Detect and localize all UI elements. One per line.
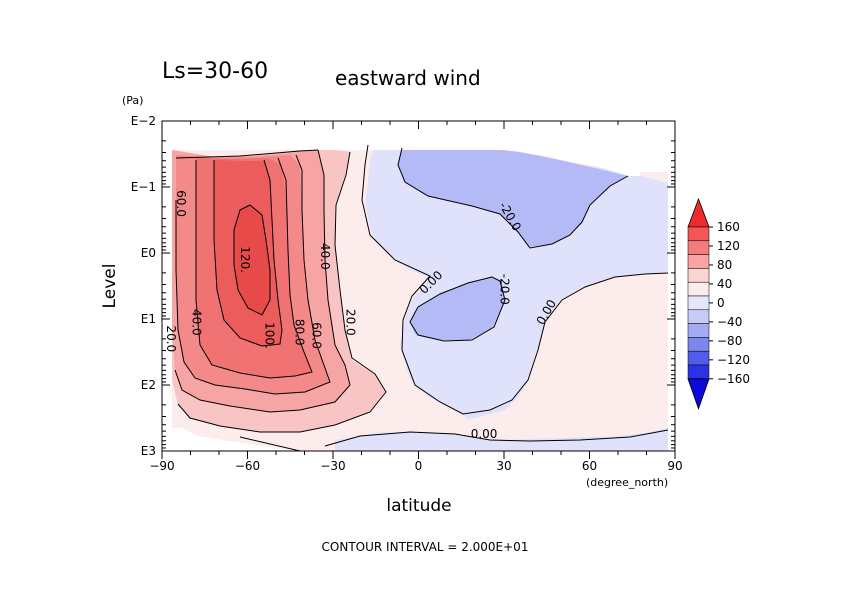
x-tick-label: 0 [415,459,423,473]
contour-label: 60.0 [309,322,323,349]
colorbar-label: −80 [717,334,742,348]
colorbar-label: 120 [717,239,740,253]
contour-label: 0.00 [471,427,498,441]
contour-label: -20.0 [498,274,512,305]
y-unit-label: (Pa) [122,94,143,107]
colorbar-swatch [687,240,710,255]
x-tick-label: −90 [149,459,174,473]
y-axis-label: Level [100,264,120,309]
colorbar-label: 0 [717,296,725,310]
colorbar-swatch [687,350,710,366]
contour-line-top [175,149,319,159]
colorbar-swatch [687,281,710,297]
contour-labels: 120.100. 80.060.060.040.040.020.020.0-20.… [164,190,559,441]
x-tick-label: −60 [235,459,260,473]
contour-line-20 [177,151,387,433]
contour-line-minus20-mid [409,276,506,342]
contour-line-minus20-upper [397,147,629,249]
colorbar-swatch [687,254,710,269]
colorbar-swatch [687,295,710,311]
y-tick-label: E−1 [131,180,156,194]
y-tick-label: E3 [141,444,156,458]
x-tick-label: 90 [667,459,682,473]
colorbar-label: −160 [717,372,750,386]
colorbar-label: 160 [717,220,740,234]
contour-line-100 [213,159,283,347]
contour-label: 100. [262,322,276,349]
colorbar-swatch [687,309,710,324]
x-tick-label: 60 [582,459,597,473]
colorbar-swatch [687,364,710,380]
chart-subtitle: Ls=30-60 [162,59,268,84]
colorbar-swatch [687,268,710,283]
x-tick-label: −30 [320,459,345,473]
contour-fills [162,121,675,451]
missing-bottom-left [162,428,300,451]
x-tick-label: 30 [496,459,511,473]
contour-label: 60.0 [174,190,188,217]
fill-120-140 [234,205,270,315]
contour-line-80 [195,157,313,379]
contour-line-120 [233,204,271,316]
contour-line-60 [175,154,331,395]
y-tick-label: E0 [141,246,156,260]
contour-label: 80.0 [292,319,306,346]
colorbar-label: 80 [717,258,732,272]
x-axis-label: latitude [386,496,451,516]
fill-negative-upper [365,146,668,420]
chart-title: eastward wind [335,66,481,90]
contour-label: 40.0 [318,243,332,270]
colorbar-swatch [687,337,710,352]
contour-line-zero-lower [324,429,669,447]
y-axis: E−2 E−1 E0 E1 E2 E3 [131,114,675,458]
colorbar-label: −40 [717,315,742,329]
colorbar-top-arrow [687,197,710,228]
contour-label: 40.0 [190,309,204,336]
y-tick-label: E−2 [131,114,156,128]
colorbar-bottom-arrow [687,378,710,411]
contour-label: 20.0 [164,325,178,352]
fill-negative-core-mid [410,277,505,340]
colorbar-swatch [687,323,710,338]
contour-line-bottom-edge [239,436,301,451]
contour-interval-note: CONTOUR INTERVAL = 2.000E+01 [322,540,529,554]
y-tick-label: E1 [141,312,156,326]
contour-line-40 [174,149,351,413]
colorbar-swatch [687,226,710,242]
missing-right [668,121,675,451]
colorbar-label: 40 [717,277,732,291]
missing-top-mid [335,121,675,176]
fill-negative-core-upper [398,147,628,247]
contour-lines [174,144,669,451]
x-axis: −90 −60 −30 0 30 60 90 [149,121,683,473]
colorbar: 160 120 80 40 0 −40 −80 −120 −160 [687,197,750,411]
contour-line-zero-upper [361,144,669,415]
missing-left [162,121,172,451]
colorbar-label: −120 [717,353,750,367]
contour-label: 20.0 [344,309,358,336]
contour-label: 120. [238,246,252,273]
y-tick-label: E2 [141,378,156,392]
fill-negative-bottom [335,428,668,451]
x-unit-label: (degree_north) [586,476,668,489]
